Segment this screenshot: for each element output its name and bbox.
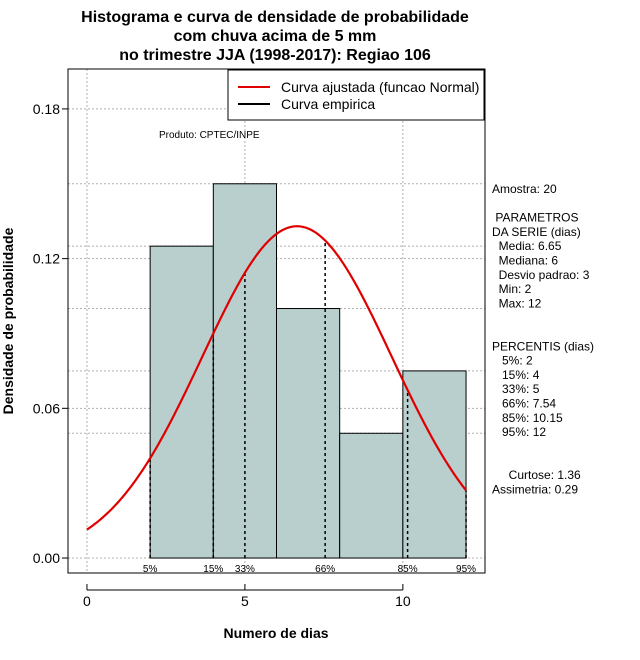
x-axis-label: Numero de dias [223, 625, 328, 641]
stats-line-20: Curtose: 1.36 [492, 468, 581, 482]
stats-line-13: 15%: 4 [492, 368, 540, 382]
histogram-bar-2 [276, 308, 341, 559]
stats-line-6: Desvio padrao: 3 [492, 268, 590, 282]
stats-line-0: Amostra: 20 [492, 182, 557, 196]
stats-line-7: Min: 2 [492, 282, 532, 296]
x-axis: 0 5 10 [83, 584, 411, 609]
chart-title-line-1: Histograma e curva de densidade de proba… [81, 9, 469, 26]
percentile-label-3: 66% [315, 564, 335, 575]
x-tick-label-1: 5 [241, 593, 249, 609]
y-axis-label: Densidade de probabilidade [0, 227, 16, 414]
stats-line-8: Max: 12 [492, 296, 542, 310]
stats-line-3: DA SERIE (dias) [492, 225, 581, 239]
normal-curve-line [86, 225, 467, 531]
percentile-lines [149, 240, 467, 559]
stats-line-12: 5%: 2 [492, 354, 533, 368]
percentile-label-4: 85% [398, 564, 418, 575]
stats-line-2: PARAMETROS [492, 211, 578, 225]
y-tick-label-1: 0.06 [33, 400, 60, 416]
legend-label-0: Curva ajustada (funcao Normal) [281, 79, 479, 95]
percentile-label-5: 95% [456, 564, 476, 575]
stats-line-16: 85%: 10.15 [492, 411, 563, 425]
stats-line-14: 33%: 5 [492, 382, 540, 396]
y-axis: 0.00 0.06 0.12 0.18 [33, 101, 69, 566]
percentile-label-2: 33% [235, 564, 255, 575]
stats-line-15: 66%: 7.54 [492, 397, 556, 411]
percentile-label-1: 15% [203, 564, 223, 575]
stats-line-4: Media: 6.65 [492, 239, 562, 253]
legend-label-1: Curva empirica [281, 96, 375, 112]
x-tick-label-0: 0 [83, 593, 91, 609]
y-tick-label-2: 0.12 [33, 251, 60, 267]
histogram-bar-3 [339, 432, 404, 559]
stats-line-17: 95%: 12 [492, 425, 546, 439]
stats-line-5: Mediana: 6 [492, 254, 558, 268]
y-tick-label-3: 0.18 [33, 101, 60, 117]
product-credit: Produto: CPTEC/INPE [159, 130, 260, 141]
x-tick-label-2: 10 [395, 593, 411, 609]
percentile-labels: 5% 15% 33% 66% 85% 95% [143, 564, 476, 575]
normal-curve [86, 225, 467, 531]
stats-line-21: Assimetria: 0.29 [492, 482, 578, 496]
stats-line-11: PERCENTIS (dias) [492, 339, 594, 353]
y-tick-label-0: 0.00 [33, 550, 60, 566]
legend-box [227, 69, 485, 121]
legend: Curva ajustada (funcao Normal)Curva empi… [227, 69, 485, 121]
histogram-bars [149, 183, 467, 559]
chart-title-line-2: com chuva acima de 5 mm [174, 28, 377, 45]
chart-title-line-3: no trimestre JJA (1998-2017): Regiao 106 [119, 47, 431, 64]
percentile-label-0: 5% [143, 564, 158, 575]
